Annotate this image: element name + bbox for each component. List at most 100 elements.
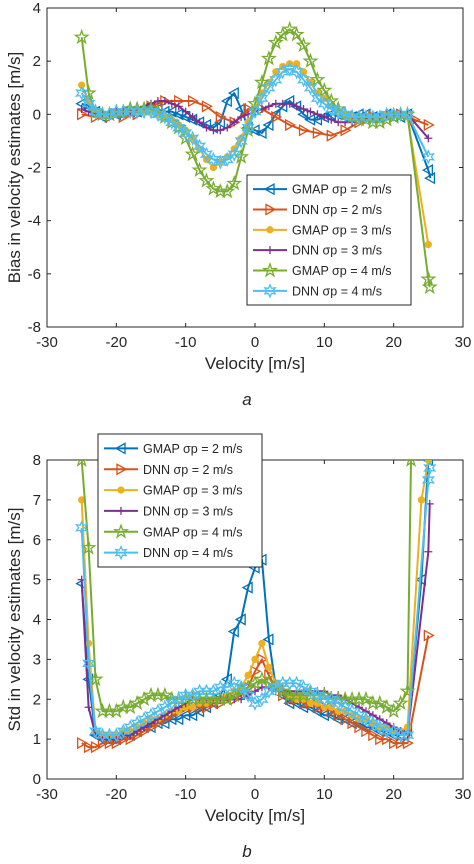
legend-marker <box>116 463 128 476</box>
legend-label: DNN σp = 4 m/s <box>292 284 382 298</box>
plot-area <box>73 20 438 294</box>
data-point <box>274 26 291 42</box>
data-point <box>269 679 283 695</box>
data-point <box>198 172 215 188</box>
x-tick-label: -20 <box>105 786 127 803</box>
data-point <box>188 703 197 711</box>
data-point <box>195 118 204 127</box>
data-point <box>421 164 433 177</box>
data-point <box>234 133 248 149</box>
data-point <box>295 36 312 53</box>
data-point <box>187 94 199 108</box>
data-point <box>285 118 297 132</box>
data-point <box>313 110 322 119</box>
data-point <box>285 99 294 108</box>
data-point <box>237 112 246 121</box>
data-point <box>265 663 273 671</box>
data-point <box>248 695 262 711</box>
data-point <box>304 113 316 126</box>
y-tick-label: 2 <box>33 691 41 708</box>
data-point <box>262 118 274 132</box>
data-point <box>345 703 359 719</box>
data-point <box>352 707 366 723</box>
data-point <box>340 713 352 726</box>
data-point <box>288 26 305 42</box>
data-point <box>188 112 197 121</box>
y-tick-label: 6 <box>33 532 41 549</box>
x-tick-label: 20 <box>385 334 402 351</box>
data-point <box>227 675 241 691</box>
data-point <box>227 146 241 162</box>
data-point <box>334 118 343 127</box>
data-point <box>179 125 193 141</box>
data-point <box>299 105 308 114</box>
legend-marker <box>112 523 130 539</box>
data-point <box>316 81 333 98</box>
data-point <box>172 713 184 726</box>
y-tick-label: 0 <box>33 771 41 788</box>
data-point <box>298 124 310 137</box>
legend-marker <box>117 486 125 494</box>
data-point <box>137 711 151 727</box>
data-point <box>373 719 387 735</box>
data-point <box>303 80 318 96</box>
legend: GMAP σp = 2 m/s DNN σp = 2 m/s GMAP σp = 3… <box>97 433 263 568</box>
data-point <box>326 129 338 142</box>
legend-entry: DNN σp = 4 m/s <box>104 544 233 561</box>
data-point <box>331 104 345 120</box>
y-tick-label: 0 <box>33 106 41 123</box>
data-point <box>274 682 291 699</box>
y-tick-label: 7 <box>33 492 41 509</box>
data-point <box>202 123 211 132</box>
data-point <box>255 90 269 106</box>
data-point <box>283 61 297 77</box>
legend-box <box>246 174 412 306</box>
data-point <box>172 120 186 136</box>
data-point <box>357 690 375 707</box>
y-tick-label: -6 <box>28 266 41 283</box>
series-line <box>80 503 431 741</box>
legend-label: DNN σp = 2 m/s <box>292 203 382 217</box>
data-point <box>251 687 259 696</box>
data-point <box>73 28 90 45</box>
data-point <box>206 151 220 168</box>
data-point <box>88 723 103 739</box>
data-point <box>172 691 186 707</box>
data-point <box>371 694 388 711</box>
data-point <box>331 695 345 711</box>
y-tick-label: -8 <box>28 319 41 336</box>
std-panel: -30 -20 -10 0 10 20 30 0 1 2 3 4 5 6 7 8 Velocity [m/s] S… <box>5 433 472 861</box>
legend-entry: DNN σp = 3 m/s <box>253 244 382 258</box>
data-point <box>338 106 352 122</box>
legend-label: DNN σp = 3 m/s <box>292 244 382 258</box>
data-point <box>269 72 283 88</box>
data-point <box>216 126 225 135</box>
x-tick-label: 30 <box>455 786 472 803</box>
panel-caption: b <box>242 842 251 861</box>
data-point <box>165 713 177 726</box>
data-point <box>84 703 93 712</box>
legend-entry: DNN σp = 4 m/s <box>253 283 382 299</box>
data-point <box>309 71 326 87</box>
data-point <box>255 691 269 707</box>
data-point <box>417 496 426 504</box>
data-point <box>160 97 169 106</box>
data-point <box>130 715 144 731</box>
legend-box <box>97 433 263 568</box>
data-point <box>366 715 380 731</box>
data-point <box>205 180 222 196</box>
legend-label: GMAP σp = 2 m/s <box>292 183 392 197</box>
data-point <box>209 126 218 135</box>
data-point <box>424 134 433 143</box>
legend-entry: GMAP σp = 2 m/s <box>253 183 392 197</box>
legend-entry: GMAP σp = 4 m/s <box>253 262 392 278</box>
y-axis-label: Bias in velocity estimates [m/s] <box>5 52 24 283</box>
data-point <box>75 520 89 536</box>
data-point <box>75 85 89 101</box>
legend-label: GMAP σp = 3 m/s <box>143 484 243 498</box>
legend-entry: GMAP σp = 4 m/s <box>104 523 243 539</box>
data-point <box>213 154 227 170</box>
data-point <box>234 102 246 116</box>
legend-entry: GMAP σp = 3 m/s <box>253 223 392 237</box>
